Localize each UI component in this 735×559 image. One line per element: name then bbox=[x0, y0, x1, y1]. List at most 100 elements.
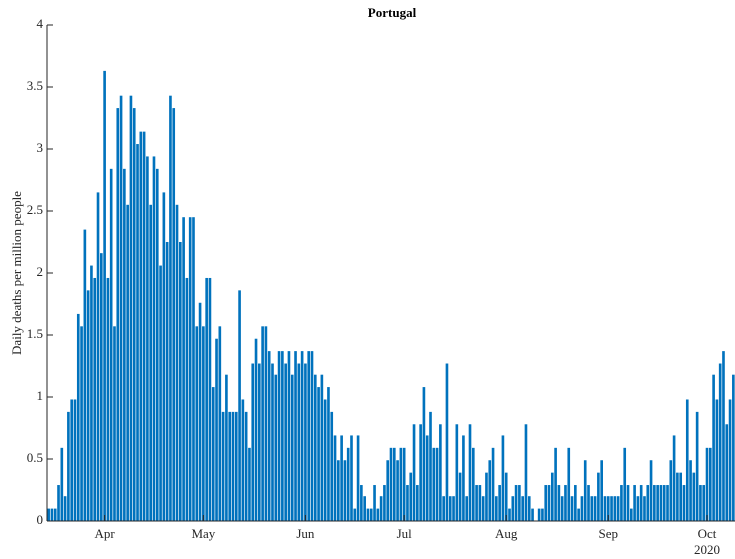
bar bbox=[616, 496, 620, 521]
bar bbox=[353, 508, 357, 521]
bar bbox=[241, 399, 245, 521]
bar bbox=[123, 168, 126, 521]
bar bbox=[369, 508, 373, 521]
x-tick-label: May bbox=[191, 526, 215, 541]
x-tick-label: Sep bbox=[599, 526, 619, 541]
bar bbox=[126, 204, 129, 522]
bar bbox=[113, 326, 116, 521]
bar bbox=[274, 374, 278, 521]
bar bbox=[448, 496, 452, 521]
bar bbox=[350, 435, 353, 521]
bar bbox=[422, 387, 426, 521]
bar bbox=[570, 496, 574, 521]
bar bbox=[281, 351, 284, 521]
bar bbox=[93, 277, 97, 521]
x-tick-label: Jul bbox=[397, 526, 413, 541]
bar bbox=[175, 204, 179, 522]
bar bbox=[416, 485, 419, 521]
bar bbox=[712, 374, 715, 521]
bar bbox=[218, 326, 222, 521]
bar bbox=[139, 131, 143, 521]
bar bbox=[320, 374, 324, 521]
bar bbox=[162, 192, 166, 521]
bar bbox=[488, 460, 492, 521]
bar bbox=[557, 485, 561, 521]
bar bbox=[264, 326, 268, 521]
bar bbox=[310, 351, 314, 521]
chart-title: Portugal bbox=[368, 5, 417, 20]
bar bbox=[73, 399, 77, 521]
bar bbox=[211, 387, 215, 521]
bar bbox=[478, 485, 482, 521]
bar bbox=[254, 338, 258, 521]
bar bbox=[116, 108, 120, 521]
bar bbox=[376, 508, 380, 521]
bar bbox=[313, 374, 317, 521]
bar bbox=[600, 460, 603, 521]
bar bbox=[119, 95, 123, 522]
bar bbox=[297, 363, 301, 521]
y-tick-label: 3 bbox=[37, 140, 44, 155]
x-tick-label: Apr bbox=[94, 526, 115, 541]
bar bbox=[244, 411, 248, 521]
bar bbox=[248, 447, 251, 521]
bar bbox=[547, 485, 551, 521]
bar bbox=[518, 485, 521, 521]
bar bbox=[580, 496, 584, 521]
bar bbox=[208, 277, 212, 521]
bar bbox=[699, 485, 702, 521]
bar bbox=[445, 363, 449, 521]
bar bbox=[560, 496, 564, 521]
bar bbox=[610, 496, 613, 521]
bar bbox=[662, 485, 666, 521]
bar bbox=[682, 485, 686, 521]
bar bbox=[504, 472, 508, 521]
bar bbox=[722, 351, 725, 521]
bar bbox=[715, 399, 719, 521]
bar bbox=[383, 485, 386, 521]
bar bbox=[491, 447, 495, 521]
bar bbox=[396, 460, 399, 521]
x-tick-label: Oct bbox=[698, 526, 717, 541]
bar bbox=[541, 508, 544, 521]
bar bbox=[152, 156, 156, 521]
bar bbox=[399, 447, 403, 521]
bar bbox=[346, 447, 350, 521]
bar bbox=[498, 485, 501, 521]
y-tick-label: 3.5 bbox=[27, 78, 43, 93]
bar bbox=[732, 374, 735, 521]
bar bbox=[238, 290, 241, 521]
bar bbox=[76, 313, 80, 521]
bar bbox=[583, 460, 587, 521]
bar bbox=[294, 351, 297, 521]
bar bbox=[343, 460, 347, 521]
bar bbox=[300, 351, 304, 521]
bar bbox=[531, 508, 534, 521]
bar bbox=[70, 399, 74, 521]
bar bbox=[165, 242, 169, 521]
bar bbox=[577, 508, 580, 521]
y-tick-label: 1 bbox=[37, 388, 44, 403]
bar bbox=[60, 447, 64, 521]
bar bbox=[149, 204, 153, 522]
bar bbox=[392, 447, 396, 521]
bar bbox=[179, 242, 182, 521]
bar bbox=[471, 447, 475, 521]
bar bbox=[481, 496, 485, 521]
bar bbox=[406, 485, 409, 521]
bar bbox=[705, 447, 709, 521]
bar bbox=[169, 95, 172, 522]
bar bbox=[47, 508, 50, 521]
bar bbox=[639, 485, 643, 521]
bar bbox=[50, 508, 54, 521]
bar bbox=[356, 435, 360, 521]
bar bbox=[653, 485, 656, 521]
bar bbox=[672, 435, 676, 521]
bar bbox=[327, 387, 330, 521]
bar bbox=[188, 217, 192, 521]
bar bbox=[521, 496, 524, 521]
bar bbox=[90, 265, 93, 521]
bar bbox=[304, 363, 307, 521]
bar bbox=[271, 363, 274, 521]
bar bbox=[284, 363, 287, 521]
